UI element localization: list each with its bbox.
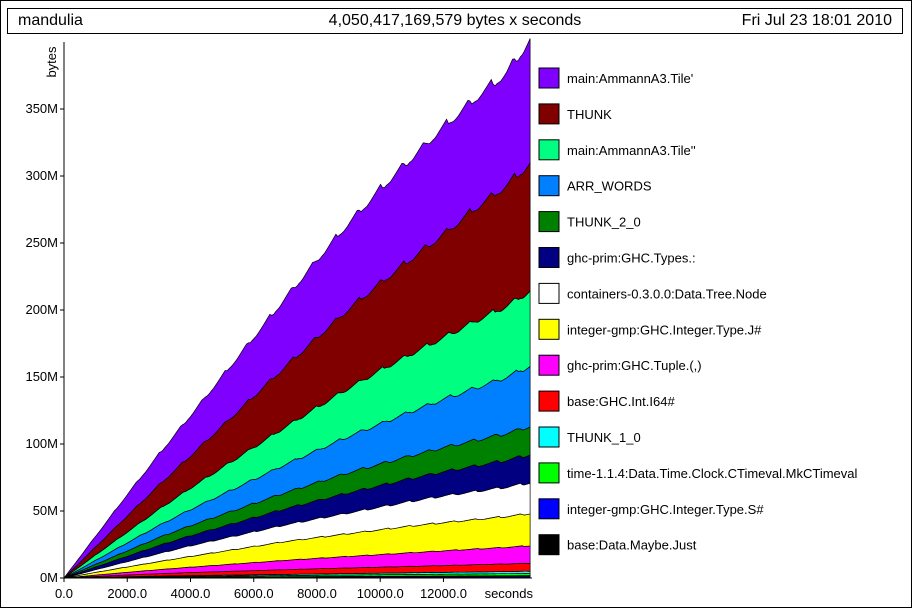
job-name: mandulia xyxy=(18,12,83,29)
legend-label: containers-0.3.0.0:Data.Tree.Node xyxy=(567,286,767,301)
run-date: Fri Jul 23 18:01 2010 xyxy=(741,12,892,29)
legend-label: ARR_WORDS xyxy=(567,179,652,194)
x-tick-label: 12000.0 xyxy=(420,586,467,601)
legend-swatch xyxy=(538,534,560,556)
legend-item: integer-gmp:GHC.Integer.Type.S# xyxy=(538,498,764,520)
chart-header: mandulia 4,050,417,169,579 bytes x secon… xyxy=(7,8,903,34)
legend-swatch xyxy=(538,139,560,161)
legend-label: THUNK_2_0 xyxy=(567,215,641,230)
legend-label: integer-gmp:GHC.Integer.Type.J# xyxy=(567,322,762,337)
legend-swatch xyxy=(538,247,560,268)
legend-item: ARR_WORDS xyxy=(538,175,652,197)
axes: 0M 50M 100M 150M 200M 250M 300M 350M 0.0 2000.0 40… xyxy=(25,42,533,601)
legend-label: ghc-prim:GHC.Tuple.(,) xyxy=(567,358,702,373)
legend-item: main:AmmannA3.Tile' xyxy=(538,67,693,89)
legend-item: THUNK_1_0 xyxy=(538,426,641,448)
legend-item: time-1.1.4:Data.Time.Clock.CTimeval.MkCT… xyxy=(538,462,857,484)
legend-swatch xyxy=(538,175,560,197)
legend-label: ghc-prim:GHC.Types.: xyxy=(567,251,696,266)
legend-item: integer-gmp:GHC.Integer.Type.J# xyxy=(538,318,762,340)
area-series-13 xyxy=(63,38,531,579)
y-tick-label: 250M xyxy=(25,235,58,250)
legend-label: main:AmmannA3.Tile' xyxy=(567,71,693,86)
legend-item: main:AmmannA3.Tile'' xyxy=(538,139,696,161)
legend-label: base:Data.Maybe.Just xyxy=(567,538,697,553)
y-tick-label: 350M xyxy=(25,101,58,116)
legend-item: THUNK xyxy=(538,103,612,125)
y-axis-title: bytes xyxy=(44,46,59,78)
legend-swatch xyxy=(538,390,560,412)
y-tick-label: 150M xyxy=(25,369,58,384)
legend-label: time-1.1.4:Data.Time.Clock.CTimeval.MkCT… xyxy=(567,466,857,481)
x-tick-label: 2000.0 xyxy=(107,586,147,601)
legend-item: THUNK_2_0 xyxy=(538,211,641,233)
y-tick-label: 50M xyxy=(33,503,58,518)
legend-label: base:GHC.Int.I64# xyxy=(567,394,675,409)
y-tick-label: 0M xyxy=(40,570,58,585)
total-bytes-seconds: 4,050,417,169,579 bytes x seconds xyxy=(328,12,582,29)
area-layers xyxy=(63,38,531,579)
x-tick-label: 8000.0 xyxy=(297,586,337,601)
legend-swatch xyxy=(538,67,560,89)
legend-swatch xyxy=(538,211,560,233)
x-axis-title: seconds xyxy=(485,586,534,601)
legend-swatch xyxy=(538,462,560,484)
legend-label: main:AmmannA3.Tile'' xyxy=(567,143,696,158)
legend-label: integer-gmp:GHC.Integer.Type.S# xyxy=(567,502,764,517)
legend-label: THUNK xyxy=(567,107,612,122)
legend-item: ghc-prim:GHC.Types.: xyxy=(538,247,696,268)
y-tick-label: 100M xyxy=(25,436,58,451)
x-tick-label: 6000.0 xyxy=(234,586,274,601)
legend: main:AmmannA3.Tile' THUNK main:AmmannA3.Ti… xyxy=(538,67,857,556)
y-tick-label: 200M xyxy=(25,302,58,317)
legend-item: base:Data.Maybe.Just xyxy=(538,534,697,556)
legend-swatch xyxy=(538,103,560,125)
legend-label: THUNK_1_0 xyxy=(567,430,641,445)
legend-item: ghc-prim:GHC.Tuple.(,) xyxy=(538,354,702,376)
legend-swatch xyxy=(538,318,560,340)
x-tick-label: 0.0 xyxy=(55,586,73,601)
y-tick-label: 300M xyxy=(25,168,58,183)
legend-swatch xyxy=(538,426,560,448)
legend-swatch xyxy=(538,282,560,304)
legend-item: base:GHC.Int.I64# xyxy=(538,390,675,412)
x-tick-label: 10000.0 xyxy=(357,586,404,601)
legend-swatch xyxy=(538,354,560,376)
legend-swatch xyxy=(538,498,560,520)
x-tick-label: 4000.0 xyxy=(171,586,211,601)
legend-item: containers-0.3.0.0:Data.Tree.Node xyxy=(538,282,767,304)
